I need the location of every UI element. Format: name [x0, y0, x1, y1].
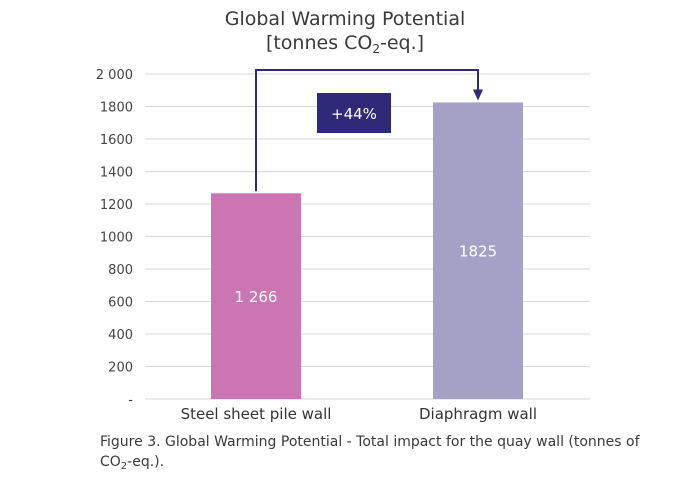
bar-value-label: 1 266 — [235, 288, 278, 306]
caption-sub: 2 — [120, 461, 128, 472]
annotation-line — [255, 69, 479, 192]
bar — [433, 102, 523, 399]
change-annotation: +44% — [255, 69, 483, 192]
y-tick-label: 200 — [108, 361, 133, 376]
y-tick-label: 1400 — [100, 166, 133, 181]
caption-post: -eq.). — [127, 454, 165, 470]
figure-caption: Figure 3. Global Warming Potential - Tot… — [100, 432, 660, 477]
y-tick-label: 1800 — [100, 101, 133, 116]
x-tick-label: Steel sheet pile wall — [181, 405, 332, 423]
bar-value-label: 1825 — [459, 243, 497, 261]
title-unit-sub: 2 — [372, 42, 380, 56]
annotation-arrowhead — [473, 89, 483, 101]
y-tick-label: 400 — [108, 328, 133, 343]
caption-pre: Figure 3. Global Warming Potential - Tot… — [100, 434, 640, 470]
x-axis-labels: Steel sheet pile wall Diaphragm wall — [181, 405, 537, 423]
x-tick-label: Diaphragm wall — [419, 405, 537, 423]
y-axis-ticks: - 200 400 600 800 1000 1200 1400 1600 1800 2 000 — [96, 68, 134, 408]
y-tick-label: 1600 — [100, 133, 133, 148]
annotation-box — [317, 93, 391, 133]
y-tick-label: 1200 — [100, 198, 133, 213]
title-unit-post: -eq.] — [380, 32, 425, 54]
bars: 1 266 1825 — [211, 102, 523, 399]
y-tick-label: 2 000 — [96, 68, 133, 83]
y-tick-label: 600 — [108, 296, 133, 311]
y-tick-label: 800 — [108, 263, 133, 278]
bar-chart: - 200 400 600 800 1000 1200 1400 1600 1800 2 000 1… — [96, 68, 590, 423]
chart-title-unit: [tonnes CO2-eq.] — [0, 32, 690, 56]
chart-title: Global Warming Potential — [224, 8, 466, 30]
bar — [211, 193, 301, 399]
y-tick-label: 1000 — [100, 231, 133, 246]
annotation-label: +44% — [331, 105, 377, 123]
y-tick-label: - — [128, 393, 133, 408]
title-unit-pre: [tonnes CO — [265, 32, 373, 54]
